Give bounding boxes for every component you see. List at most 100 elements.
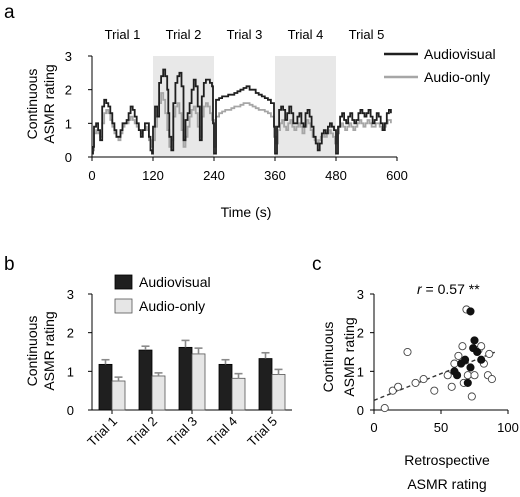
bar-audiovisual xyxy=(98,363,113,411)
scatter-point-open xyxy=(485,349,494,358)
scatter-point-filled xyxy=(477,355,486,364)
bar-audiovisual xyxy=(138,349,153,411)
y-tick-label: 1 xyxy=(65,116,72,131)
scatter-point-filled xyxy=(453,371,462,380)
scatter-point-filled xyxy=(461,355,470,364)
scatter-point-open xyxy=(467,392,476,401)
y-tick-label: 3 xyxy=(357,287,364,302)
scatter-point-open xyxy=(450,359,459,368)
bar-audiovisual xyxy=(258,358,273,411)
x-tick-label: 0 xyxy=(88,168,95,183)
scatter-point-filled xyxy=(466,363,475,372)
panel-b-bars xyxy=(98,339,286,411)
panel-letter-a: a xyxy=(4,2,15,23)
trial-label-4: Trial 4 xyxy=(288,27,324,42)
legend-swatch-audio-only xyxy=(114,298,133,314)
panel-a-timeseries: Trial 1 Trial 2 Trial 3 Trial 4 Trial 5 0 120… xyxy=(24,27,496,220)
bar-audiovisual xyxy=(218,363,233,411)
y-tick-label: 2 xyxy=(67,326,74,341)
y-tick-label: 1 xyxy=(357,364,364,379)
legend-label-audiovisual: Audiovisual xyxy=(139,274,211,290)
bar-audio-only xyxy=(111,380,126,411)
scatter-point-open xyxy=(411,378,420,387)
x-tick-label: Trial 4 xyxy=(204,414,240,450)
scatter-point-open xyxy=(487,375,496,384)
x-tick-label: Trial 5 xyxy=(244,414,280,450)
y-tick-label: 2 xyxy=(357,326,364,341)
y-tick-label: 0 xyxy=(65,150,72,165)
y-tick-label: 3 xyxy=(67,287,74,302)
x-tick-label: Trial 3 xyxy=(164,414,200,450)
panel-a-ylabel-line1: Continuous xyxy=(24,69,40,140)
x-tick-label: 600 xyxy=(386,168,408,183)
x-tick-label: 240 xyxy=(203,168,225,183)
scatter-point-open xyxy=(463,371,472,380)
panel-c-axes: 0 50 100 0 1 2 3 xyxy=(357,287,519,435)
y-tick-label: 0 xyxy=(67,403,74,418)
scatter-point-open xyxy=(477,342,486,351)
series-line-audiovisual xyxy=(92,68,392,155)
legend-label-audio-only: Audio-only xyxy=(424,69,490,85)
scatter-point-open xyxy=(430,386,439,395)
scatter-point-open xyxy=(470,371,479,380)
panel-letter-b: b xyxy=(4,254,15,275)
x-tick-label: 480 xyxy=(325,168,347,183)
bar-audio-only xyxy=(231,377,246,411)
bar-audio-only xyxy=(191,353,206,411)
trial-label-5: Trial 5 xyxy=(349,27,385,42)
x-tick-label: 100 xyxy=(497,420,519,435)
panel-b-ylabel-line2: ASMR rating xyxy=(41,311,57,390)
panel-a-legend: Audiovisual Audio-only xyxy=(384,46,496,85)
trial-shading xyxy=(153,56,336,157)
scatter-point-open xyxy=(443,371,452,380)
bar-audio-only xyxy=(271,374,286,411)
trial-shade-4 xyxy=(275,56,336,157)
scatter-point-open xyxy=(447,382,456,391)
panel-b-ylabel-line1: Continuous xyxy=(24,316,40,387)
scatter-point-open xyxy=(454,351,463,360)
scatter-point-filled xyxy=(463,378,472,387)
legend-swatch-audiovisual xyxy=(114,274,133,290)
panel-c-ylabel-line2: ASMR rating xyxy=(341,317,357,396)
trial-labels: Trial 1 Trial 2 Trial 3 Trial 4 Trial 5 xyxy=(105,27,385,42)
y-tick-label: 0 xyxy=(357,403,364,418)
trial-label-2: Trial 2 xyxy=(166,27,202,42)
scatter-point-filled xyxy=(466,307,475,316)
x-tick-label: Trial 2 xyxy=(124,414,160,450)
x-tick-label: Trial 1 xyxy=(84,414,120,450)
y-tick-label: 2 xyxy=(65,83,72,98)
scatter-point-open xyxy=(419,375,428,384)
scatter-point-filled xyxy=(473,347,482,357)
panel-a-xlabel: Time (s) xyxy=(221,204,272,220)
scatter-point-filled xyxy=(470,336,479,345)
legend-label-audiovisual: Audiovisual xyxy=(424,46,496,62)
y-tick-label: 1 xyxy=(67,364,74,379)
panel-a-series xyxy=(92,68,392,155)
scatter-point-open xyxy=(388,386,397,395)
scatter-point-open xyxy=(403,347,412,357)
legend-label-audio-only: Audio-only xyxy=(139,298,205,314)
panel-c-points xyxy=(373,305,498,413)
x-tick-label: 360 xyxy=(264,168,286,183)
x-tick-label: 50 xyxy=(434,420,448,435)
correlation-annotation: r = 0.57 ** xyxy=(417,281,480,297)
panel-c-xlabel-line2: ASMR rating xyxy=(407,476,486,492)
panel-c-ylabel-line1: Continuous xyxy=(320,322,336,393)
panel-b-legend: Audiovisual Audio-only xyxy=(114,274,211,314)
x-tick-label: 120 xyxy=(142,168,164,183)
scatter-point-open xyxy=(380,404,389,413)
panel-a-axes: 0 120 240 360 480 600 0 1 2 3 xyxy=(65,49,408,183)
scatter-point-open xyxy=(394,382,403,391)
scatter-point-open xyxy=(458,342,467,351)
panel-c-xlabel-line1: Retrospective xyxy=(404,452,490,468)
bar-audio-only xyxy=(151,375,166,411)
panel-letter-c: c xyxy=(312,254,322,275)
panel-a-ylabel-line2: ASMR rating xyxy=(41,64,57,143)
x-tick-label: 0 xyxy=(370,420,377,435)
trial-label-1: Trial 1 xyxy=(105,27,141,42)
trial-label-3: Trial 3 xyxy=(227,27,263,42)
bar-audiovisual xyxy=(178,346,193,411)
correlation-r-symbol: r xyxy=(417,281,423,297)
